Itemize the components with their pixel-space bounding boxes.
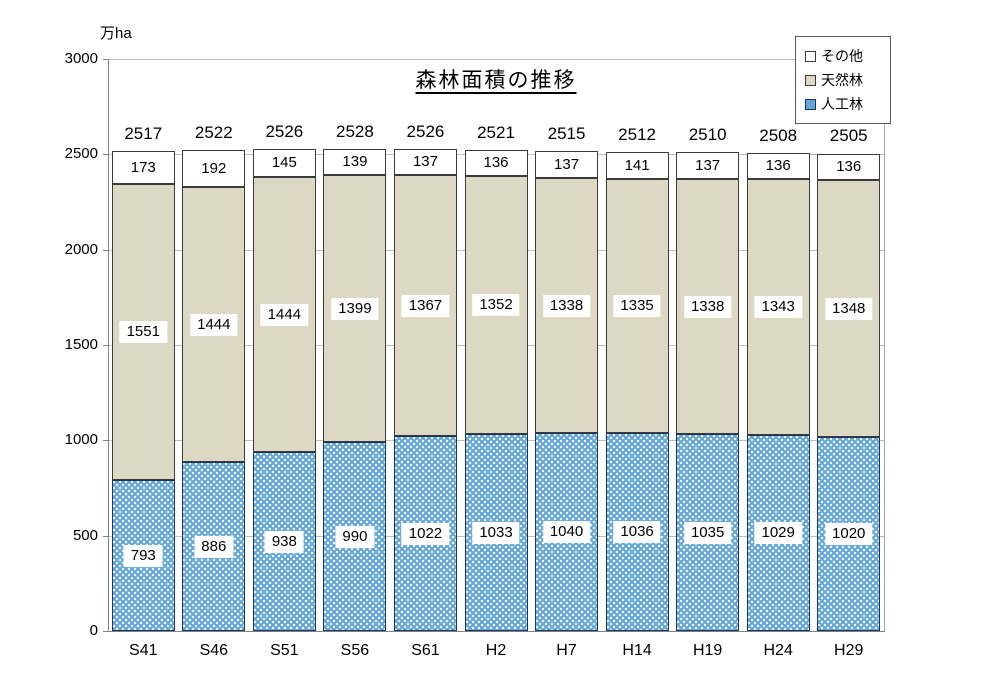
segment-value-label-planted-forest: 938 [264, 530, 304, 553]
chart-title: 森林面積の推移 [415, 69, 577, 92]
x-axis-tick-label: H14 [622, 642, 652, 659]
total-value-label: 2515 [547, 124, 586, 143]
segment-value-label-natural-forest: 1444 [260, 303, 309, 326]
legend: その他 天然林 人工林 [795, 36, 891, 124]
legend-item-other: その他 [805, 44, 881, 68]
segment-value-label-other: 136 [765, 157, 791, 174]
bar-segment-other [323, 149, 386, 175]
x-axis-line [108, 631, 885, 632]
y-axis-tick-label: 1000 [64, 431, 98, 448]
y-axis-tick [103, 440, 108, 441]
bar-segment-other [112, 151, 175, 184]
y-axis-tick [103, 536, 108, 537]
x-axis-tick-label: S51 [270, 642, 299, 659]
x-axis-tick-label: S41 [129, 642, 158, 659]
segment-value-label-natural-forest: 1343 [754, 296, 802, 318]
plot-right-border [884, 59, 885, 631]
x-axis-tick-label: S46 [199, 642, 229, 659]
total-value-label: 2517 [124, 124, 163, 143]
gridline [108, 59, 884, 60]
total-value-label: 2521 [477, 123, 515, 142]
legend-label: 天然林 [821, 72, 863, 88]
segment-value-label-natural-forest: 1444 [190, 313, 238, 336]
segment-value-label-natural-forest: 1335 [613, 295, 661, 317]
segment-value-label-planted-forest: 1036 [613, 521, 661, 543]
segment-value-label-planted-forest: 1020 [825, 523, 873, 545]
legend-swatch-icon [805, 74, 816, 86]
y-axis-tick [103, 250, 108, 251]
total-value-label: 2526 [406, 122, 445, 141]
segment-value-label-natural-forest: 1338 [542, 294, 591, 317]
segment-value-label-other: 137 [412, 153, 438, 170]
segment-value-label-other: 173 [130, 158, 156, 176]
segment-value-label-planted-forest: 886 [194, 535, 234, 558]
bar-segment-other [182, 150, 245, 187]
segment-value-label-other: 137 [554, 155, 580, 173]
legend-swatch-icon [805, 98, 816, 110]
bar-segment-other [253, 149, 316, 177]
segment-value-label-other: 145 [271, 154, 297, 171]
segment-value-label-natural-forest: 1367 [401, 294, 450, 317]
bar-segment-other [606, 152, 669, 179]
segment-value-label-other: 136 [483, 154, 509, 171]
total-value-label: 2528 [335, 122, 374, 141]
bar-segment-other [676, 152, 739, 179]
segment-value-label-planted-forest: 1035 [683, 521, 732, 544]
total-value-label: 2522 [194, 123, 233, 142]
legend-label: 人工林 [821, 96, 863, 112]
segment-value-label-natural-forest: 1348 [825, 297, 873, 320]
x-axis-tick-label: H19 [692, 642, 723, 659]
x-axis-tick-label: H29 [834, 642, 864, 659]
y-axis-tick [103, 345, 108, 346]
segment-value-label-natural-forest: 1399 [331, 297, 379, 320]
segment-value-label-planted-forest: 1029 [754, 522, 802, 544]
segment-value-label-planted-forest: 1022 [401, 522, 450, 545]
bar-segment-other [817, 154, 880, 180]
y-axis-line [108, 59, 109, 631]
segment-value-label-other: 192 [201, 159, 227, 177]
legend-swatch-icon [805, 50, 816, 62]
segment-value-label-planted-forest: 1040 [542, 521, 591, 543]
bar-segment-other [394, 149, 457, 175]
y-axis-tick-label: 0 [89, 622, 98, 639]
segment-value-label-natural-forest: 1338 [683, 295, 732, 318]
y-axis-tick-label: 2500 [64, 145, 98, 162]
total-value-label: 2512 [618, 125, 656, 144]
segment-value-label-planted-forest: 793 [123, 544, 163, 567]
legend-item-natural-forest: 天然林 [805, 68, 881, 92]
total-value-label: 2505 [829, 126, 868, 145]
total-value-label: 2526 [265, 122, 304, 141]
x-axis-tick-label: H2 [485, 642, 507, 659]
y-axis-tick-label: 3000 [64, 50, 98, 67]
legend-item-planted-forest: 人工林 [805, 92, 881, 116]
bar-segment-other [747, 153, 810, 179]
segment-value-label-other: 137 [695, 156, 721, 174]
bar-segment-other [465, 150, 528, 176]
y-axis-tick-label: 500 [72, 527, 98, 544]
segment-value-label-other: 141 [624, 156, 650, 174]
y-axis-unit-label: 万ha [100, 25, 132, 42]
total-value-label: 2508 [759, 126, 798, 145]
y-axis-tick [103, 154, 108, 155]
segment-value-label-planted-forest: 990 [335, 525, 375, 548]
legend-label: その他 [821, 48, 863, 64]
x-axis-tick-label: H24 [763, 642, 793, 659]
total-value-label: 2510 [688, 125, 727, 144]
segment-value-label-natural-forest: 1551 [119, 321, 167, 343]
x-axis-tick-label: S56 [340, 642, 370, 659]
bar-segment-other [535, 151, 598, 178]
y-axis-tick-label: 1500 [64, 336, 98, 353]
y-axis-tick-label: 2000 [64, 241, 98, 258]
y-axis-tick [103, 59, 108, 60]
x-axis-tick-label: H7 [556, 642, 577, 659]
y-axis-tick [103, 631, 108, 632]
segment-value-label-other: 136 [836, 158, 862, 175]
x-axis-tick-label: S61 [411, 642, 440, 659]
segment-value-label-natural-forest: 1352 [472, 294, 520, 316]
segment-value-label-other: 139 [342, 153, 368, 170]
segment-value-label-planted-forest: 1033 [472, 521, 520, 544]
